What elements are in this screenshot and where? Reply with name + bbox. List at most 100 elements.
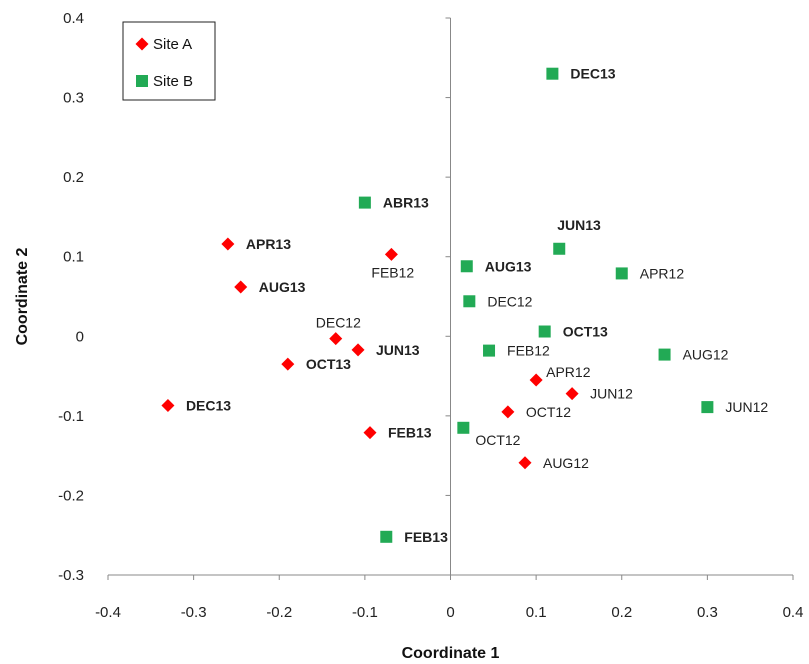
data-point: JUN12	[565, 386, 633, 402]
legend: Site A Site B	[122, 21, 216, 101]
x-tick-label: -0.1	[352, 604, 378, 621]
data-point: DEC13	[546, 66, 616, 82]
point-label: DEC12	[487, 293, 532, 309]
point-label: OCT13	[563, 324, 608, 340]
data-point: DEC12	[316, 315, 361, 346]
legend-label: Site B	[153, 73, 193, 90]
site-b-marker	[546, 67, 559, 80]
point-label: JUN13	[376, 342, 420, 358]
point-label: OCT12	[526, 404, 571, 420]
data-point: JUN12	[701, 399, 768, 415]
legend-item: Site A	[135, 36, 192, 53]
site-b-marker	[457, 421, 470, 434]
y-tick-label: -0.1	[58, 408, 84, 425]
data-point: FEB12	[371, 247, 414, 280]
point-label: AUG12	[543, 455, 589, 471]
site-a-marker	[221, 237, 235, 251]
data-point: OCT12	[501, 404, 571, 420]
point-label: APR12	[546, 364, 591, 380]
y-tick-label: -0.3	[58, 567, 84, 584]
y-tick-label: 0.3	[63, 90, 84, 107]
point-label: FEB13	[404, 529, 448, 545]
x-tick-label: 0.2	[611, 604, 632, 621]
point-label: JUN12	[725, 399, 768, 415]
x-tick-label: -0.2	[266, 604, 292, 621]
site-b-marker	[380, 530, 393, 543]
site-a-marker	[351, 343, 365, 357]
point-label: ABR13	[383, 195, 429, 211]
data-point: ABR13	[358, 195, 429, 211]
x-tick-label: 0	[446, 604, 454, 621]
legend-label: Site A	[153, 36, 192, 53]
site-a-marker	[518, 456, 532, 470]
data-point: APR12	[529, 364, 591, 387]
data-point: AUG13	[460, 258, 532, 274]
axes: -0.3 -0.2 -0.1 0 0.1 0.2 0.3 0.4 -0.4 -0.3 -0.2 -0.…	[58, 10, 803, 621]
x-tick-label: 0.3	[697, 604, 718, 621]
point-label: FEB13	[388, 425, 432, 441]
site-a-marker	[363, 426, 377, 440]
site-a-marker	[281, 357, 295, 371]
site-b-marker	[701, 401, 714, 414]
point-label: AUG13	[259, 279, 306, 295]
data-point: FEB12	[483, 343, 550, 359]
site-a-marker	[384, 247, 398, 261]
site-a-marker	[501, 405, 515, 419]
data-point: OCT13	[538, 324, 608, 340]
x-axis-title: Coordinate 1	[402, 645, 500, 662]
data-point: JUN13	[553, 217, 601, 255]
point-label: DEC13	[186, 398, 231, 414]
point-label: AUG13	[485, 258, 532, 274]
point-label: APR13	[246, 236, 291, 252]
y-tick-label: 0.2	[63, 169, 84, 186]
site-b-marker	[460, 260, 473, 273]
point-label: DEC13	[570, 66, 615, 82]
data-point: OCT13	[281, 356, 351, 372]
data-point: APR13	[221, 236, 291, 252]
point-label: JUN12	[590, 386, 633, 402]
site-a-marker	[234, 280, 248, 294]
data-point: JUN13	[351, 342, 420, 358]
site-b-legend-marker	[136, 75, 148, 87]
data-point: AUG13	[234, 279, 306, 295]
data-point: FEB13	[363, 425, 432, 441]
site-a-marker	[529, 373, 543, 387]
point-label: AUG12	[683, 347, 729, 363]
data-point: AUG12	[518, 455, 589, 471]
site-a-marker	[329, 332, 343, 346]
point-label: FEB12	[507, 343, 550, 359]
site-b-marker	[358, 196, 371, 209]
site-b-marker	[538, 325, 551, 338]
x-tick-label: -0.3	[181, 604, 207, 621]
point-label: FEB12	[371, 264, 414, 280]
x-tick-label: 0.1	[526, 604, 547, 621]
point-label: APR12	[640, 265, 685, 281]
legend-item: Site B	[136, 73, 193, 90]
y-tick-label: 0	[76, 328, 84, 345]
y-tick-label: 0.4	[63, 10, 84, 27]
point-label: JUN13	[557, 217, 601, 233]
site-a-legend-marker	[135, 37, 149, 51]
y-tick-label: -0.2	[58, 487, 84, 504]
data-point: AUG12	[658, 347, 729, 363]
site-a-marker	[161, 399, 175, 413]
site-b-marker	[553, 242, 566, 255]
data-point: DEC13	[161, 398, 231, 414]
x-tick-label: 0.4	[783, 604, 804, 621]
site-b-marker	[615, 267, 628, 280]
data-points: APR13 AUG13 FEB12 DEC12 JUN13 OCT13 DEC13 FEB13…	[161, 66, 768, 545]
data-point: OCT12	[457, 421, 521, 448]
site-b-marker	[463, 295, 476, 308]
y-tick-label: 0.1	[63, 249, 84, 266]
point-label: OCT12	[475, 432, 520, 448]
y-axis-title: Coordinate 2	[14, 248, 31, 346]
site-b-marker	[658, 348, 671, 361]
data-point: FEB13	[380, 529, 448, 545]
point-label: OCT13	[306, 356, 351, 372]
site-a-marker	[565, 387, 579, 401]
data-point: APR12	[615, 265, 685, 281]
point-label: DEC12	[316, 315, 361, 331]
x-tick-label: -0.4	[95, 604, 121, 621]
site-b-marker	[483, 344, 496, 357]
